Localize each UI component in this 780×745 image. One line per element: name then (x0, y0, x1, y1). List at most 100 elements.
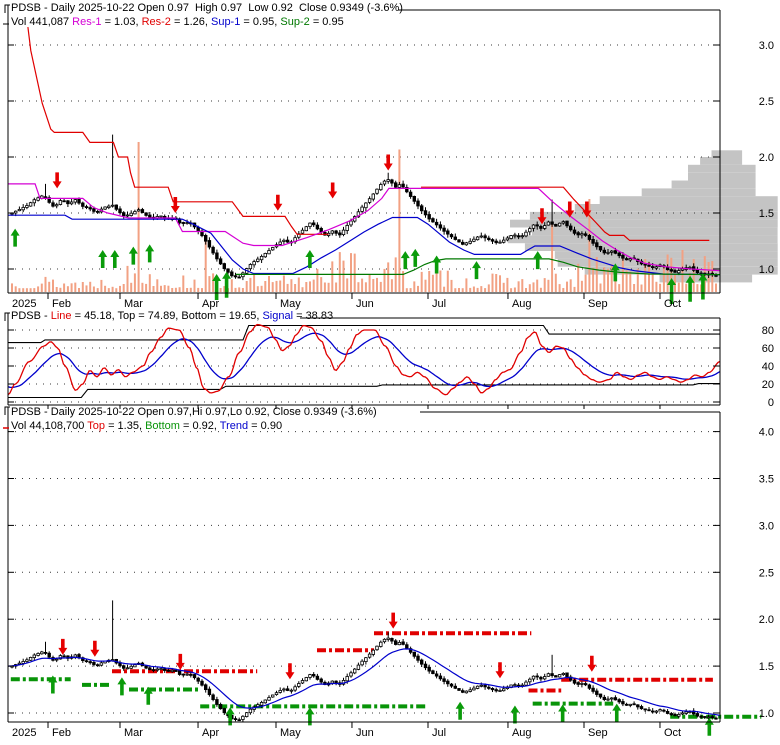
volume-bar (588, 199, 591, 292)
volume-bar (666, 254, 669, 292)
candlestick-body (561, 673, 565, 676)
candlestick-body (338, 232, 342, 236)
candlestick-body (591, 238, 595, 244)
header-segment: = 0.95, (240, 16, 281, 28)
header-segment: PDSB - (11, 310, 51, 322)
candlestick-body (300, 229, 305, 234)
volume-bar (353, 253, 356, 292)
candlestick-body (84, 660, 89, 663)
candlestick-body (386, 637, 390, 640)
volume-bar (11, 283, 13, 292)
candlestick-body (624, 703, 629, 706)
candlestick-body (714, 274, 718, 277)
candlestick-body (122, 665, 126, 669)
volume-bar (715, 283, 717, 292)
candlestick-body (546, 221, 551, 226)
candlestick-body (285, 239, 290, 243)
x-axis-label: Feb (52, 298, 71, 310)
volume-bar (431, 274, 434, 292)
candlestick-body (259, 255, 264, 261)
candlestick-body (349, 220, 353, 226)
volume-bar (96, 288, 99, 292)
candlestick-body (390, 638, 394, 642)
candlestick-body (330, 230, 334, 234)
volume-bar (644, 259, 647, 292)
candlestick-body (140, 209, 145, 213)
volume-bar (152, 286, 155, 292)
candlestick-body (405, 186, 409, 193)
candlestick-body (699, 715, 703, 718)
volume-bar (387, 262, 390, 292)
candlestick-body (431, 218, 435, 223)
candlestick-body (457, 239, 461, 243)
candlestick-body (21, 206, 25, 211)
candlestick-body (703, 716, 707, 718)
buy-signal-up-arrow-icon (225, 707, 235, 726)
candlestick-body (416, 655, 420, 661)
candlestick-body (270, 694, 275, 698)
volume-bar (212, 273, 215, 292)
volume-bar (260, 285, 263, 292)
volume-bar (104, 285, 107, 292)
x-axis-label: Oct (664, 727, 681, 739)
x-axis-label: Mar (124, 727, 143, 739)
volume-profile-bar (507, 235, 778, 244)
header-segment: Sup-1 (210, 16, 241, 28)
buy-signal-up-arrow-icon (305, 249, 315, 268)
header-segment: Line (50, 310, 72, 322)
support-2-line (235, 258, 721, 276)
candlestick-body (270, 247, 275, 251)
candlestick-body (285, 688, 290, 691)
candlestick-body (174, 669, 178, 672)
volume-bar (357, 282, 360, 292)
header-segment: Res-2 (141, 16, 171, 28)
candlestick-body (565, 672, 569, 678)
candlestick-body (397, 184, 402, 188)
candlestick-body (513, 684, 517, 686)
x-axis-label: Jun (356, 727, 374, 739)
buy-signal-up-arrow-icon (432, 255, 442, 274)
volume-bar (655, 281, 658, 292)
candlestick-body (520, 235, 524, 238)
candlestick-body (248, 708, 253, 714)
candlestick-body (196, 226, 200, 232)
volume-bar (201, 288, 203, 292)
volume-bar (618, 284, 621, 292)
candlestick-body (494, 240, 498, 244)
candlestick-body (360, 206, 364, 212)
candlestick-body (464, 242, 469, 246)
candlestick-body (572, 229, 577, 234)
header-segment: PDSB - Daily 2025-10-22 Open 0.97 High 0… (11, 2, 403, 14)
candlestick-body (274, 692, 279, 696)
volume-bar (78, 288, 80, 292)
sell-signal-down-arrow-icon (587, 655, 597, 672)
candlestick-body (546, 673, 551, 677)
candlestick-body (256, 704, 260, 708)
y-axis-label: 4.0 (759, 427, 774, 439)
x-axis-label: May (280, 298, 301, 310)
candlestick-body (88, 207, 92, 210)
candlestick-body (401, 183, 405, 188)
volume-profile-bar (554, 251, 778, 259)
sell-signal-down-arrow-icon (175, 653, 185, 670)
volume-bar (648, 261, 650, 292)
volume-bar (197, 287, 200, 292)
candlestick-body (423, 663, 428, 669)
volume-bar (465, 278, 468, 292)
candlestick-body (684, 711, 688, 714)
candlestick-body (554, 675, 558, 678)
candlestick-body (639, 706, 644, 710)
x-axis-label: 2025 (12, 727, 36, 739)
x-axis-label: Jul (432, 298, 446, 310)
candlestick-body (427, 666, 431, 672)
candlestick-body (535, 224, 539, 227)
volume-bar (528, 284, 531, 292)
volume-bar (249, 277, 252, 292)
volume-bar (178, 287, 181, 292)
header-segment: Vol 441,087 (11, 16, 73, 28)
candlestick-body (535, 675, 539, 678)
volume-bar (368, 274, 371, 292)
candlestick-body (114, 204, 118, 210)
volume-bar (372, 279, 375, 292)
